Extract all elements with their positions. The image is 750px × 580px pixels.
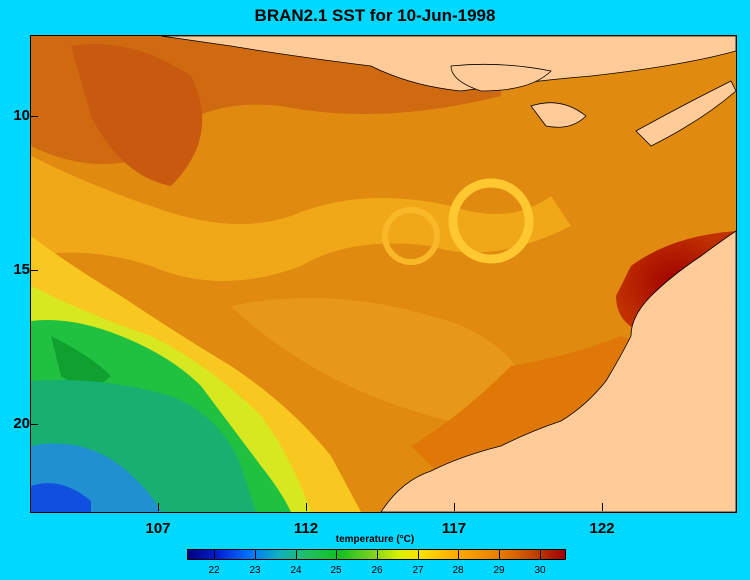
- colorbar-tick: [377, 549, 378, 560]
- x-tick-mark: [158, 503, 159, 511]
- warm-filament: [31, 156, 571, 281]
- deep-blue-region: [31, 483, 91, 512]
- sst-map: [30, 35, 737, 513]
- colorbar-title: temperature (°C): [335, 534, 415, 545]
- colorbar-label: 23: [249, 565, 261, 576]
- colorbar-tick: [458, 549, 459, 560]
- y-tick-label: 10: [13, 107, 30, 124]
- colorbar-tick: [499, 549, 500, 560]
- coastal-band: [411, 336, 651, 476]
- colorbar: [187, 549, 566, 560]
- eddy-north-west: [71, 44, 203, 186]
- y-tick-label: 20: [13, 415, 30, 432]
- colorbar-tick: [540, 549, 541, 560]
- mainland: [380, 230, 736, 512]
- x-tick-mark: [306, 503, 307, 511]
- eddy-ring: [448, 178, 534, 264]
- colorbar-label: 28: [452, 565, 464, 576]
- island-timor: [635, 80, 736, 147]
- x-tick-label: 107: [145, 520, 171, 537]
- colorbar-label: 26: [371, 565, 383, 576]
- colorbar-tick: [418, 549, 419, 560]
- y-tick-mark: [30, 116, 38, 117]
- y-tick-mark: [30, 270, 38, 271]
- x-tick-label: 122: [589, 520, 615, 537]
- colorbar-tick: [255, 549, 256, 560]
- colorbar-label: 24: [290, 565, 302, 576]
- x-tick-label: 117: [441, 520, 467, 537]
- colorbar-label: 30: [534, 565, 546, 576]
- x-tick-label: 112: [293, 520, 319, 537]
- island-east: [530, 102, 587, 128]
- island-small: [450, 63, 552, 92]
- colorbar-tick: [336, 549, 337, 560]
- colorbar-label: 25: [330, 565, 342, 576]
- green-eddy: [51, 336, 111, 386]
- map-title: BRAN2.1 SST for 10-Jun-1998: [254, 6, 496, 25]
- central-warm-patch: [231, 298, 531, 423]
- y-tick-label: 15: [13, 261, 30, 278]
- colorbar-label: 27: [412, 565, 424, 576]
- x-tick-mark: [454, 503, 455, 511]
- colorbar-tick: [296, 549, 297, 560]
- colorbar-label: 29: [493, 565, 505, 576]
- island-north: [160, 36, 736, 92]
- sst-field: [31, 36, 736, 512]
- colorbar-tick: [214, 549, 215, 560]
- x-tick-mark: [602, 503, 603, 511]
- colorbar-label: 22: [208, 565, 220, 576]
- y-tick-mark: [30, 424, 38, 425]
- eddy-ring-small: [382, 207, 440, 265]
